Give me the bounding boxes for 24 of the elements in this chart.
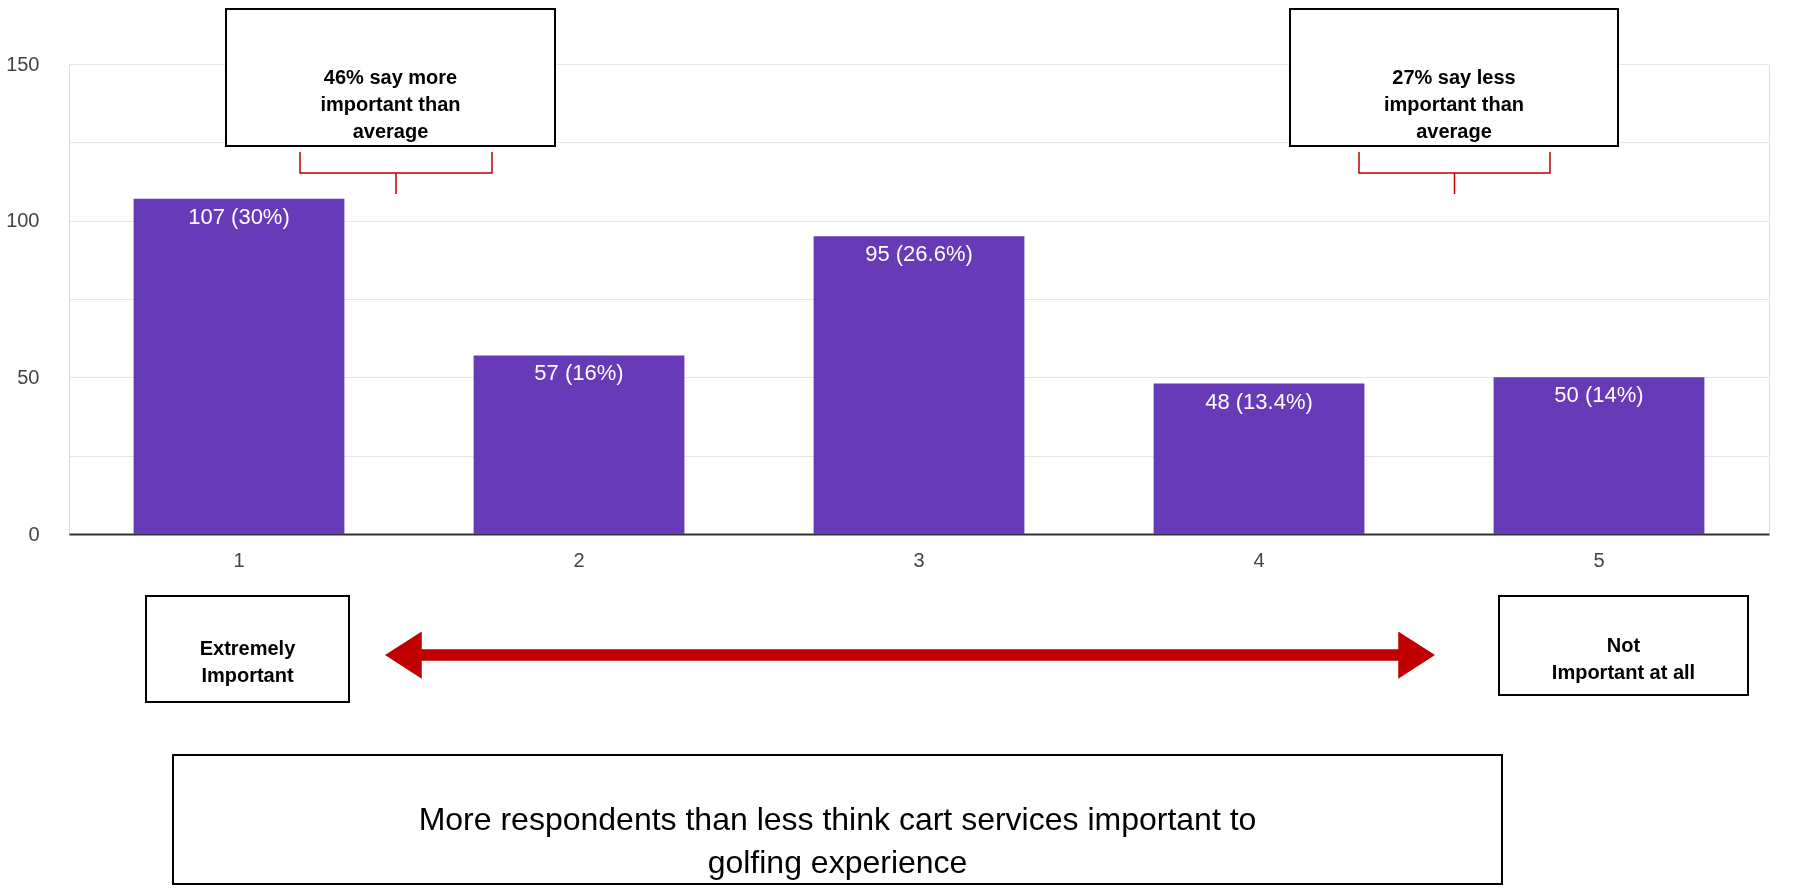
x-tick-label: 3 [913,548,925,571]
x-tick-label: 1 [233,548,245,571]
bar [813,236,1025,534]
text: More respondents than less think cart services important to golfing experience [418,800,1257,880]
data-label: 57 (16%) [534,360,624,386]
text: Not Important at all [1551,633,1696,683]
y-tick-label: 100 [6,209,40,232]
data-label: 95 (26.6%) [865,241,973,267]
y-tick-label: 150 [6,52,40,75]
bar [473,355,685,534]
data-label: 50 (14%) [1554,382,1644,408]
x-tick-label: 2 [573,548,585,571]
bar [1493,377,1705,534]
data-label: 48 (13.4%) [1205,388,1313,414]
bar [1153,383,1365,534]
data-label: 107 (30%) [188,203,290,229]
text: Extremely Important [199,637,297,686]
bar [133,198,345,534]
y-tick-label: 0 [28,522,40,545]
annotation: 46% say more important than average [320,65,461,142]
y-tick-label: 50 [17,365,40,388]
x-tick-label: 5 [1593,548,1605,571]
annotation: 27% say less important than average [1384,65,1524,142]
x-tick-label: 4 [1253,548,1265,571]
